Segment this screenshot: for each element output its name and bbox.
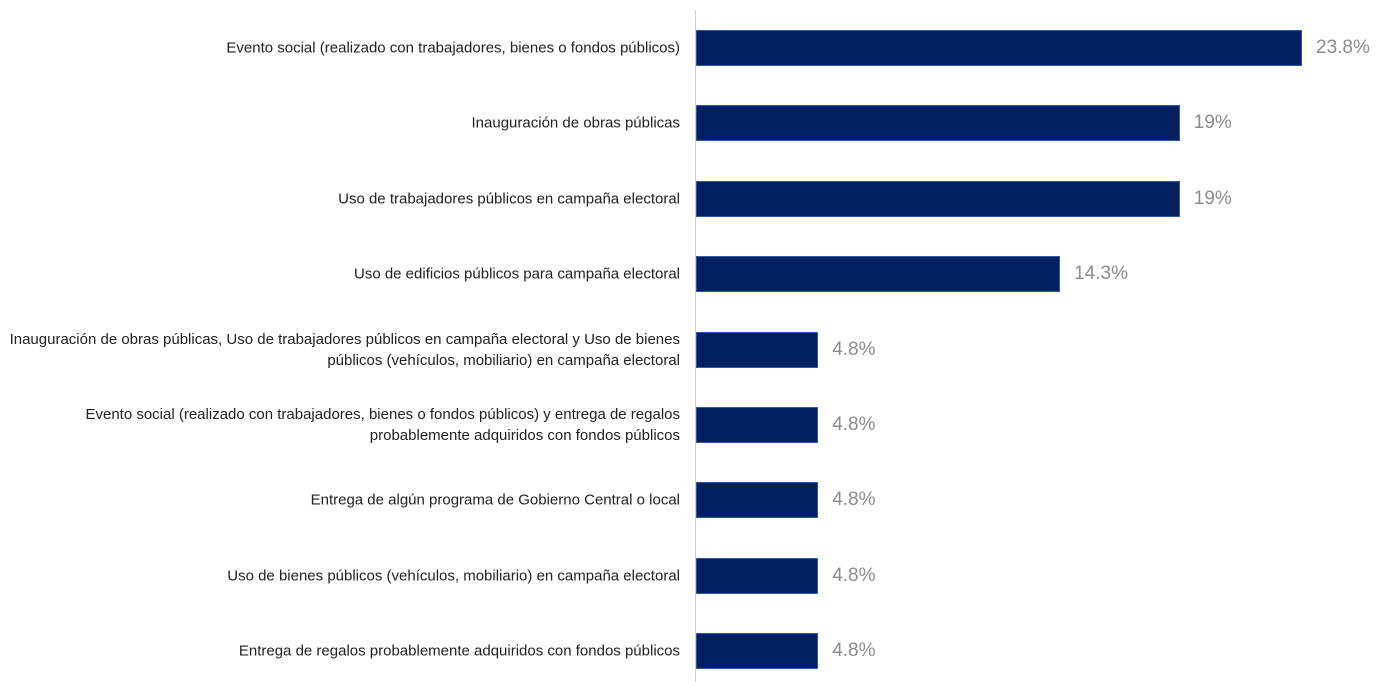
bar	[696, 407, 819, 443]
data-label: 4.8%	[832, 414, 876, 435]
bar	[696, 256, 1061, 293]
category-label: Entrega de regalos probablemente adquiri…	[238, 642, 680, 660]
category-label: Inauguración de obras públicas, Uso de t…	[9, 330, 680, 369]
category-label: Entrega de algún programa de Gobierno Ce…	[310, 491, 680, 509]
data-label: 4.8%	[832, 564, 876, 586]
category-label: Inauguración de obras públicas	[471, 114, 680, 132]
data-label: 19%	[1193, 187, 1232, 209]
data-label: 4.8%	[832, 338, 876, 360]
bar	[696, 105, 1180, 142]
category-label: Uso de edificios públicos para campaña e…	[353, 265, 680, 283]
category-label: Uso de bienes públicos (vehículos, mobil…	[227, 567, 680, 585]
data-label: 19%	[1193, 112, 1232, 134]
bar	[696, 331, 819, 368]
bar	[696, 180, 1180, 217]
data-label: 4.8%	[832, 489, 876, 511]
data-label: 4.8%	[832, 640, 876, 662]
category-label: Uso de trabajadores públicos en campaña …	[338, 190, 680, 208]
category-label: Evento social (realizado con trabajadore…	[85, 406, 680, 444]
bar	[696, 30, 1302, 66]
data-label: 14.3%	[1074, 263, 1128, 285]
data-label: 23.8%	[1316, 37, 1370, 58]
bar	[696, 557, 819, 594]
bar	[696, 482, 819, 519]
category-label: Evento social (realizado con trabajadore…	[226, 39, 680, 57]
axis-line	[695, 10, 696, 682]
bar	[696, 633, 819, 670]
